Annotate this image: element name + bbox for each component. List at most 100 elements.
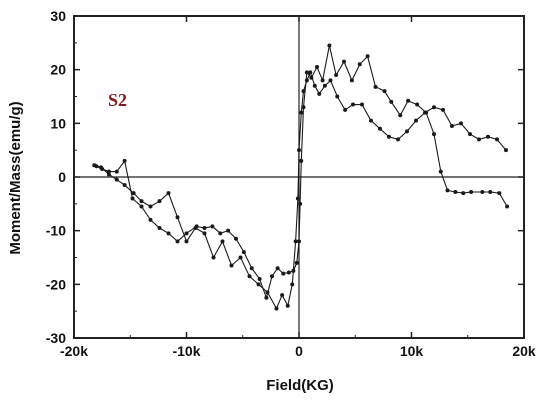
- y-tick-label: -20: [46, 276, 66, 292]
- data-point: [349, 78, 354, 83]
- data-point: [299, 110, 304, 115]
- data-point: [406, 98, 411, 103]
- data-point: [297, 239, 301, 244]
- data-point: [423, 110, 427, 115]
- data-point: [210, 224, 215, 229]
- data-point: [175, 239, 180, 244]
- data-point: [220, 239, 225, 244]
- data-point: [275, 266, 280, 271]
- data-point: [139, 204, 144, 209]
- data-point: [432, 105, 436, 110]
- data-point: [320, 78, 325, 83]
- data-point: [317, 91, 322, 96]
- data-point: [92, 163, 97, 168]
- data-point: [166, 231, 171, 236]
- data-point: [398, 113, 403, 118]
- data-point: [432, 132, 436, 137]
- data-point: [281, 271, 286, 276]
- data-point: [334, 73, 339, 78]
- data-point: [453, 190, 458, 195]
- data-point: [202, 225, 207, 230]
- data-point: [184, 239, 189, 244]
- data-point: [139, 199, 144, 204]
- data-point: [488, 190, 493, 195]
- data-point: [299, 158, 304, 163]
- data-point: [365, 54, 370, 59]
- data-point: [148, 217, 153, 222]
- data-point: [122, 183, 127, 188]
- data-point: [294, 260, 299, 265]
- y-tick-label: 20: [50, 62, 66, 78]
- data-point: [175, 215, 180, 220]
- data-point: [286, 270, 291, 275]
- x-tick-label: -10k: [172, 343, 200, 359]
- data-point: [106, 172, 111, 177]
- series-layer: [92, 43, 510, 311]
- data-point: [122, 158, 127, 163]
- data-point: [234, 236, 238, 241]
- data-point: [343, 107, 348, 112]
- data-point: [414, 118, 418, 123]
- data-point: [480, 190, 485, 195]
- data-point: [298, 201, 303, 206]
- data-point: [312, 83, 317, 88]
- data-point: [396, 137, 400, 142]
- y-tick-label: -30: [46, 330, 66, 346]
- data-point: [247, 274, 252, 279]
- series-line: [96, 45, 508, 300]
- data-point: [249, 266, 254, 271]
- data-point: [450, 124, 454, 129]
- y-tick-label: 30: [50, 8, 66, 24]
- x-tick-label: 10k: [400, 343, 424, 359]
- data-point: [304, 78, 309, 83]
- data-point: [360, 102, 364, 107]
- data-point: [357, 62, 362, 67]
- data-point: [459, 121, 463, 126]
- data-point: [373, 84, 378, 89]
- y-tick-label: 10: [50, 115, 66, 131]
- data-point: [387, 134, 391, 139]
- data-point: [335, 94, 340, 99]
- data-point: [130, 196, 135, 201]
- data-point: [184, 231, 189, 236]
- x-tick-label: 0: [295, 343, 303, 359]
- data-point: [505, 204, 510, 209]
- data-point: [461, 191, 466, 196]
- series-line: [94, 70, 507, 310]
- data-point: [369, 118, 373, 123]
- data-point: [378, 126, 382, 131]
- data-point: [131, 191, 136, 196]
- data-point: [290, 282, 295, 287]
- x-tick-label: 20k: [512, 343, 536, 359]
- data-point: [241, 250, 246, 255]
- data-point: [441, 107, 445, 112]
- data-point: [211, 255, 216, 260]
- data-point: [469, 190, 474, 195]
- data-point: [293, 239, 298, 244]
- data-point: [226, 228, 231, 233]
- data-point: [415, 102, 420, 107]
- data-point: [486, 134, 490, 139]
- data-point: [382, 89, 387, 94]
- data-point: [114, 169, 119, 174]
- data-point: [157, 199, 162, 204]
- data-point: [389, 99, 394, 104]
- data-point: [322, 83, 327, 88]
- data-point: [274, 306, 279, 311]
- data-point: [495, 137, 499, 142]
- sample-annotation: S2: [108, 90, 127, 110]
- data-point: [238, 255, 243, 260]
- data-point: [297, 148, 301, 153]
- data-point: [280, 293, 285, 298]
- data-point: [477, 137, 481, 142]
- data-point: [308, 70, 313, 75]
- data-point: [285, 303, 290, 308]
- data-point: [256, 282, 261, 287]
- labels-layer: -20k -10k 0 10k 20k -30 -20 -10 0 10 20 30: [46, 8, 536, 359]
- x-tick-label: -20k: [60, 343, 88, 359]
- data-point: [301, 89, 306, 94]
- data-point: [315, 64, 319, 69]
- data-point: [218, 231, 223, 236]
- data-point: [193, 225, 198, 230]
